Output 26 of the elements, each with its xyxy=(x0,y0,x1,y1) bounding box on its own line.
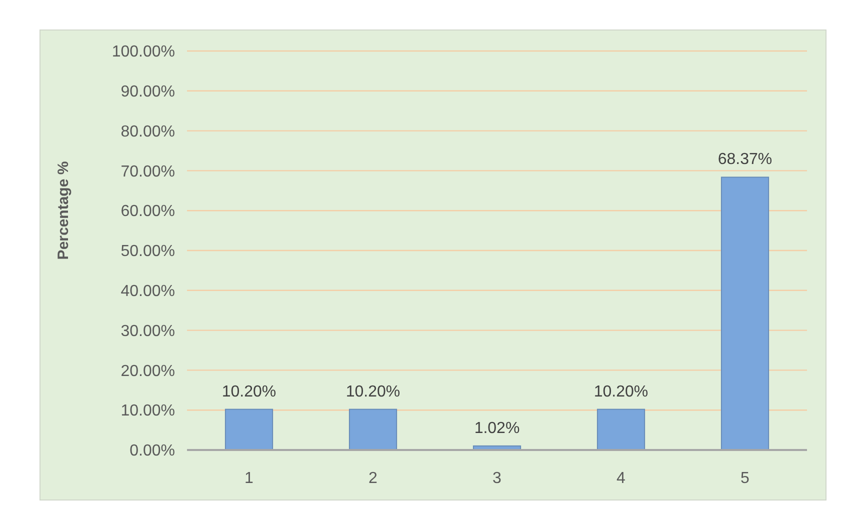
bar xyxy=(348,408,398,450)
y-tick-label: 20.00% xyxy=(120,362,175,380)
data-label: 10.20% xyxy=(346,383,400,400)
bar xyxy=(596,408,646,450)
x-tick-label: 2 xyxy=(368,470,378,487)
y-tick-label: 60.00% xyxy=(120,203,175,220)
y-tick-label: 30.00% xyxy=(120,322,175,340)
data-label: 68.37% xyxy=(718,151,772,168)
y-tick-label: 80.00% xyxy=(120,123,175,140)
y-tick-label: 90.00% xyxy=(120,84,175,100)
y-tick-label: 10.00% xyxy=(120,402,175,420)
x-tick-label: 5 xyxy=(740,470,750,487)
x-tick-label: 3 xyxy=(492,470,502,487)
bar xyxy=(720,176,770,450)
y-tick-label: 100.00% xyxy=(112,44,175,61)
y-tick-label: 50.00% xyxy=(120,243,175,260)
data-label: 10.20% xyxy=(222,383,276,400)
data-label: 10.20% xyxy=(594,383,648,400)
x-tick-label: 1 xyxy=(244,470,254,487)
y-tick-label: 70.00% xyxy=(120,163,175,180)
data-label: 1.02% xyxy=(474,420,520,437)
y-tick-label: 0.00% xyxy=(130,442,175,460)
x-tick-label: 4 xyxy=(616,470,626,487)
y-tick-label: 40.00% xyxy=(120,283,175,300)
bar xyxy=(224,408,274,450)
y-axis-title: Percentage % xyxy=(55,161,72,260)
